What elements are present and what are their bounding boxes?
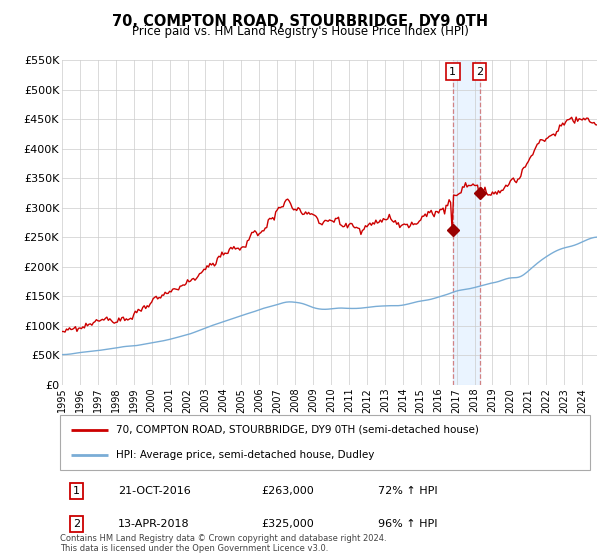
Text: Price paid vs. HM Land Registry's House Price Index (HPI): Price paid vs. HM Land Registry's House … <box>131 25 469 38</box>
Text: 72% ↑ HPI: 72% ↑ HPI <box>378 486 437 496</box>
Text: 1: 1 <box>449 67 457 77</box>
Bar <box>453 60 479 385</box>
Text: 2: 2 <box>73 519 80 529</box>
Text: 70, COMPTON ROAD, STOURBRIDGE, DY9 0TH (semi-detached house): 70, COMPTON ROAD, STOURBRIDGE, DY9 0TH (… <box>116 425 479 435</box>
Text: £325,000: £325,000 <box>262 519 314 529</box>
Text: 21-OCT-2016: 21-OCT-2016 <box>118 486 191 496</box>
Text: Contains HM Land Registry data © Crown copyright and database right 2024.
This d: Contains HM Land Registry data © Crown c… <box>60 534 386 553</box>
Text: HPI: Average price, semi-detached house, Dudley: HPI: Average price, semi-detached house,… <box>116 450 374 460</box>
Text: 96% ↑ HPI: 96% ↑ HPI <box>378 519 437 529</box>
Text: 2: 2 <box>476 67 483 77</box>
FancyBboxPatch shape <box>60 415 590 470</box>
Text: 1: 1 <box>73 486 80 496</box>
Text: £263,000: £263,000 <box>262 486 314 496</box>
Text: 70, COMPTON ROAD, STOURBRIDGE, DY9 0TH: 70, COMPTON ROAD, STOURBRIDGE, DY9 0TH <box>112 14 488 29</box>
Text: 13-APR-2018: 13-APR-2018 <box>118 519 190 529</box>
